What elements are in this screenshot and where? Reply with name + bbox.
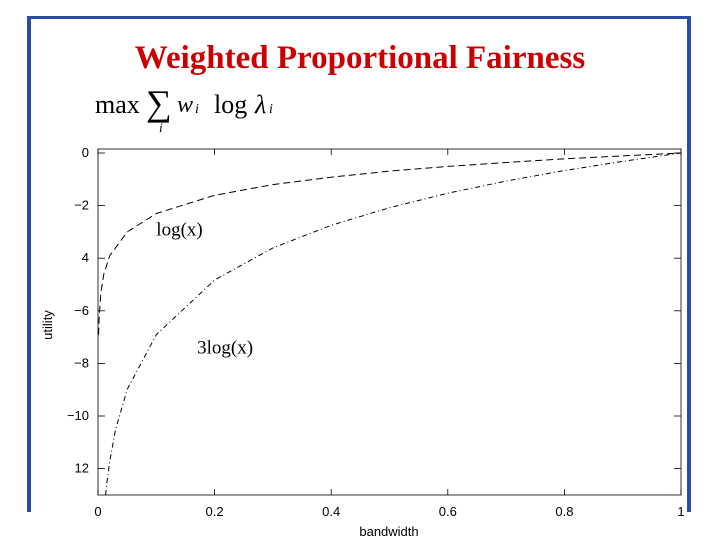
slide-frame bbox=[27, 16, 691, 512]
annotation-log: log(x) bbox=[156, 219, 202, 240]
formula-weight: w bbox=[177, 92, 194, 118]
series-log-line bbox=[98, 152, 682, 335]
formula-sum-symbol: ∑ bbox=[146, 83, 172, 123]
x-axis-label: bandwidth bbox=[359, 524, 418, 539]
series-3log-line bbox=[105, 152, 682, 496]
x-tick-label: 0.6 bbox=[439, 504, 457, 519]
x-tick-label: 0.4 bbox=[322, 504, 340, 519]
y-tick-label: −8 bbox=[74, 355, 89, 370]
formula-log: log bbox=[214, 90, 248, 119]
formula-max: max bbox=[95, 90, 140, 119]
formula-lambda-subscript: i bbox=[269, 102, 273, 117]
y-tick-label: −6 bbox=[74, 303, 89, 318]
x-tick-label: 1 bbox=[677, 504, 684, 519]
slide-title: Weighted Proportional Fairness bbox=[134, 40, 586, 76]
y-tick-label: 12 bbox=[75, 461, 89, 476]
y-tick-label: 4 bbox=[82, 250, 89, 265]
x-tick-label: 0.8 bbox=[555, 504, 573, 519]
formula-sum-index: i bbox=[159, 120, 163, 135]
x-tick-label: 0 bbox=[94, 504, 101, 519]
y-tick-label: −10 bbox=[67, 408, 89, 423]
y-tick-label: −2 bbox=[74, 198, 89, 213]
plot-area-frame bbox=[97, 148, 682, 496]
y-axis-label: utility bbox=[40, 310, 55, 340]
x-tick-label: 0.2 bbox=[206, 504, 224, 519]
annotation-3log: 3log(x) bbox=[197, 338, 253, 359]
y-tick-label: 0 bbox=[82, 145, 89, 160]
formula-lambda: λ bbox=[255, 90, 267, 119]
formula-weight-subscript: i bbox=[195, 102, 199, 117]
